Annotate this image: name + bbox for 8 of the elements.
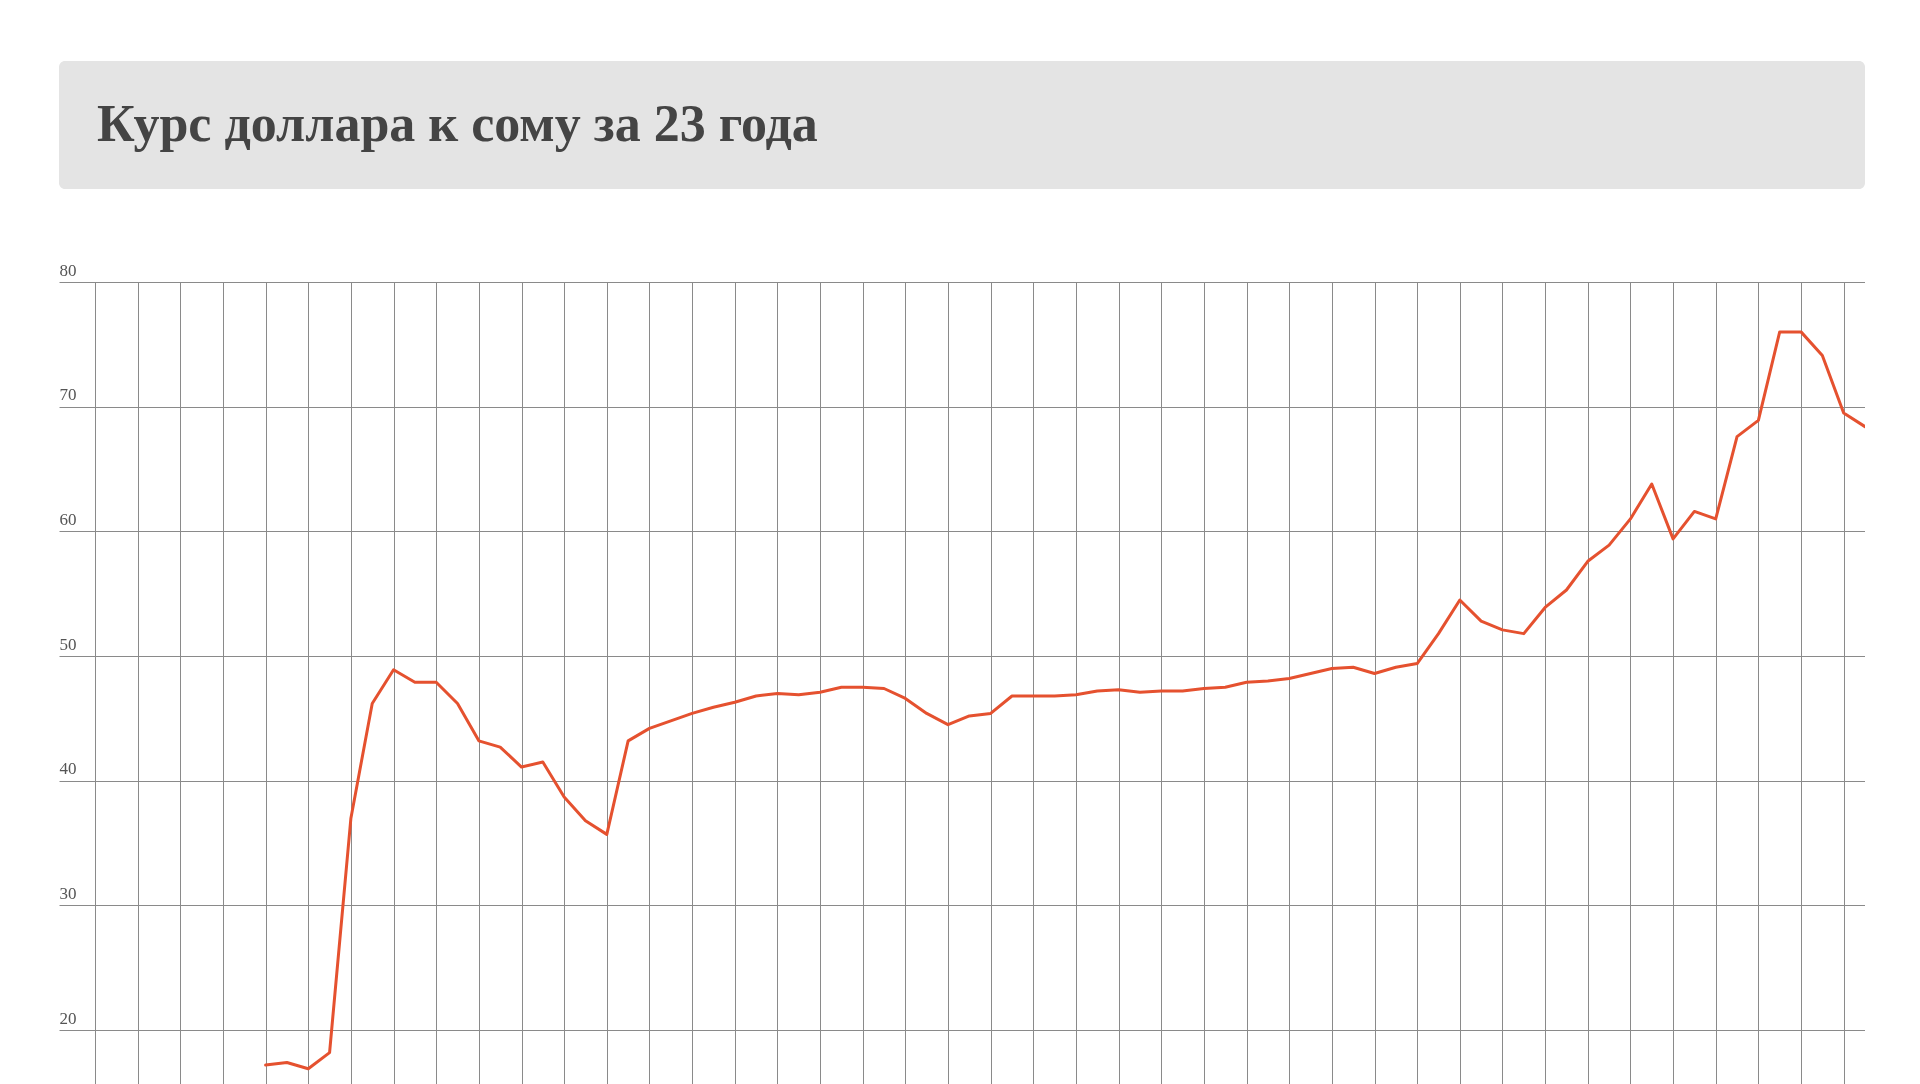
y-tick-label: 70 bbox=[59, 385, 77, 405]
y-tick-label: 20 bbox=[59, 1008, 77, 1028]
y-tick-label: 60 bbox=[59, 509, 77, 529]
y-tick-label: 50 bbox=[59, 634, 77, 654]
y-tick-label: 80 bbox=[59, 260, 77, 280]
chart-title: Курс доллара к сому за 23 года bbox=[97, 95, 818, 152]
y-tick-label: 30 bbox=[59, 883, 77, 903]
y-tick-label: 40 bbox=[59, 759, 77, 779]
